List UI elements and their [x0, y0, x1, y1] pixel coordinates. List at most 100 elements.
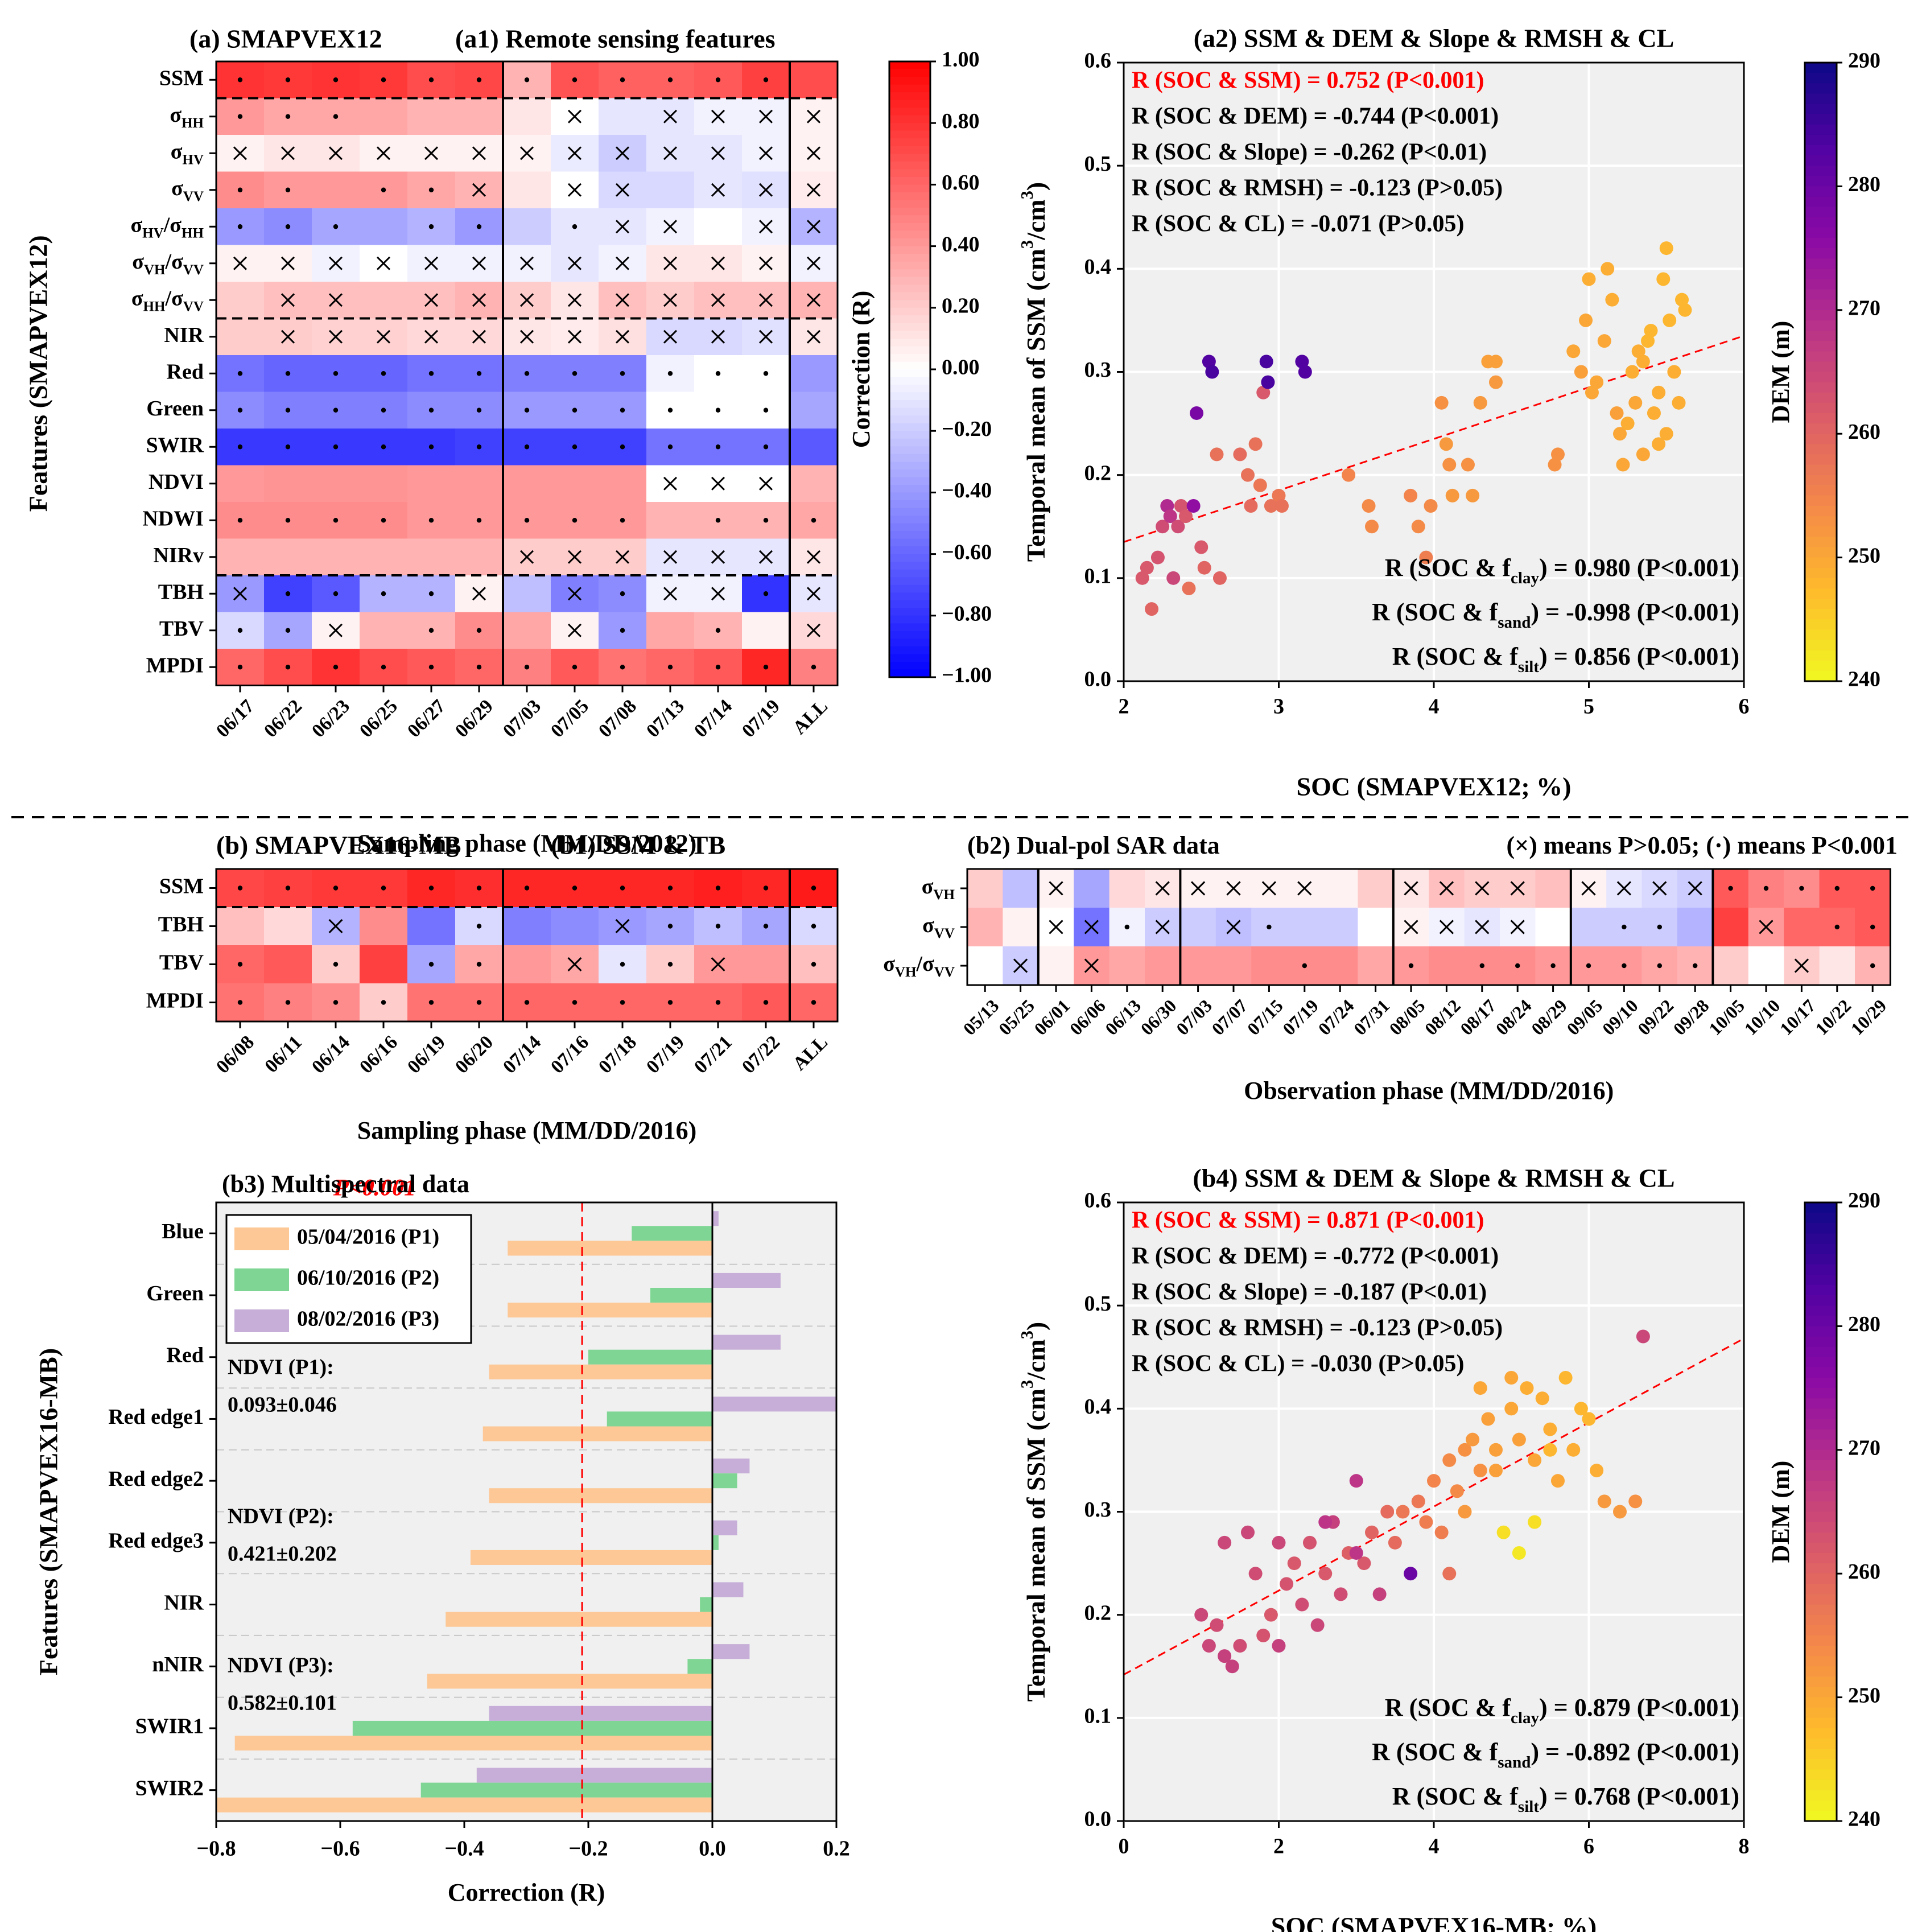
colorbar-segment	[889, 207, 930, 216]
heatmap-cell	[407, 538, 456, 576]
cell-not-significant-mark	[1439, 881, 1454, 896]
y-axis-label: Temporal mean of SSM (cm3/cm3)	[1017, 182, 1050, 562]
row-label-part: VV	[183, 262, 204, 278]
colorbar-segment	[889, 146, 930, 155]
cell-significant-mark	[285, 444, 291, 450]
scatter-point	[1473, 1381, 1487, 1395]
scatter-point	[1404, 488, 1418, 502]
y-axis-label-part: )	[1021, 1322, 1050, 1330]
colorbar-segment	[889, 661, 930, 670]
cell-significant-mark	[476, 407, 482, 413]
colorbar-segment	[889, 515, 930, 524]
row-label-part: σ	[883, 952, 895, 976]
colorbar-segment	[889, 161, 930, 170]
scatter-point	[1548, 458, 1562, 472]
heatmap-cell	[455, 538, 504, 576]
cell-significant-mark	[333, 114, 339, 119]
heatmap-cell	[1322, 908, 1358, 947]
heatmap-cell	[455, 98, 504, 135]
scatter-point	[1264, 499, 1278, 513]
fraction-stat-line-part: R (SOC & f	[1372, 1738, 1499, 1766]
cell-not-significant-mark	[472, 256, 486, 270]
panel-title: (a2) SSM & DEM & Slope & RMSH & CL	[1194, 24, 1674, 53]
scatter-point	[1241, 468, 1255, 482]
scatter-point	[1419, 1515, 1433, 1529]
scatter-point	[1620, 417, 1635, 431]
scatter-point	[1365, 520, 1379, 534]
colorbar-segment	[1805, 1429, 1837, 1440]
colorbar-segment	[889, 184, 930, 193]
colorbar-segment	[889, 338, 930, 347]
scatter-point	[1663, 313, 1677, 327]
cell-not-significant-mark	[1510, 881, 1525, 896]
stat-line: R (SOC & Slope) = -0.262 (P<0.01)	[1132, 139, 1487, 166]
colorbar-segment	[1805, 1728, 1837, 1740]
colorbar-segment	[889, 669, 930, 678]
cell-significant-mark	[572, 665, 578, 670]
scatter-point	[1450, 1484, 1464, 1498]
cell-not-significant-mark	[424, 146, 439, 160]
x-axis-label: Sampling phase (MM/DD/2012)	[357, 830, 696, 858]
cell-significant-mark	[1515, 963, 1520, 969]
colorbar-segment	[1805, 310, 1837, 321]
cell-not-significant-mark	[1581, 881, 1596, 896]
cell-significant-mark	[1408, 963, 1414, 969]
cell-not-significant-mark	[758, 550, 773, 564]
x-axis-label: SOC (SMAPVEX12; %)	[1297, 772, 1572, 801]
colorbar-segment	[1805, 1470, 1837, 1482]
bar	[446, 1612, 712, 1627]
cell-not-significant-mark	[424, 329, 439, 344]
colorbar-tick-label: 0.00	[942, 356, 980, 380]
cell-not-significant-mark	[711, 329, 725, 344]
row-label-part: VH	[895, 965, 917, 980]
cell-not-significant-mark	[233, 587, 248, 601]
cell-significant-mark	[715, 665, 721, 670]
y-axis-label: Features (SMAPVEX12)	[24, 235, 53, 512]
cell-significant-mark	[811, 924, 816, 929]
colorbar-segment	[1805, 186, 1837, 197]
colorbar-segment	[889, 646, 930, 655]
cell-not-significant-mark	[711, 293, 725, 307]
colorbar-segment	[1805, 599, 1837, 610]
colorbar-segment	[889, 477, 930, 485]
colorbar-segment	[1805, 207, 1837, 218]
row-label-part: MPDI	[146, 653, 204, 677]
scatter-point	[1233, 1639, 1247, 1653]
colorbar-tick-label: 0.60	[942, 171, 980, 195]
cell-significant-mark	[476, 1000, 482, 1005]
colorbar-frame	[1804, 1201, 1838, 1822]
column-label: 06/19	[403, 1032, 449, 1078]
colorbar-segment	[889, 407, 930, 417]
scatter-point	[1489, 355, 1503, 369]
cell-not-significant-mark	[424, 293, 439, 307]
cell-not-significant-mark	[806, 109, 821, 123]
cell-not-significant-mark	[1155, 881, 1170, 896]
colorbar-segment	[1805, 619, 1837, 631]
scatter-point	[1590, 375, 1604, 389]
bar	[712, 1211, 719, 1226]
cell-significant-mark	[811, 665, 816, 670]
cell-significant-mark	[763, 518, 769, 523]
scatter-point	[1551, 447, 1565, 462]
row-label-part: Green	[146, 396, 204, 420]
fraction-stat-line-part: R (SOC & f	[1385, 1694, 1512, 1721]
bar	[712, 1535, 719, 1550]
bar	[420, 1782, 712, 1798]
cell-not-significant-mark	[615, 329, 630, 344]
x-tick-label: 8	[1739, 1835, 1750, 1859]
colorbar-segment	[1805, 1481, 1837, 1492]
colorbar-segment	[889, 608, 930, 616]
cell-not-significant-mark	[711, 476, 725, 491]
colorbar-segment	[1805, 1759, 1837, 1770]
scatter-point	[1628, 396, 1643, 410]
row-label: Green	[146, 396, 204, 420]
colorbar-tick-label: 260	[1848, 420, 1880, 444]
heatmap-cell	[1358, 869, 1394, 908]
scatter-point	[1631, 344, 1645, 359]
stat-line: R (SOC & DEM) = -0.772 (P<0.001)	[1132, 1243, 1499, 1270]
colorbar-segment	[1805, 1326, 1837, 1337]
x-tick-label: 4	[1429, 1835, 1440, 1859]
cell-not-significant-mark	[806, 293, 821, 307]
scatter-point	[1419, 550, 1433, 565]
cell-not-significant-mark	[663, 587, 678, 601]
